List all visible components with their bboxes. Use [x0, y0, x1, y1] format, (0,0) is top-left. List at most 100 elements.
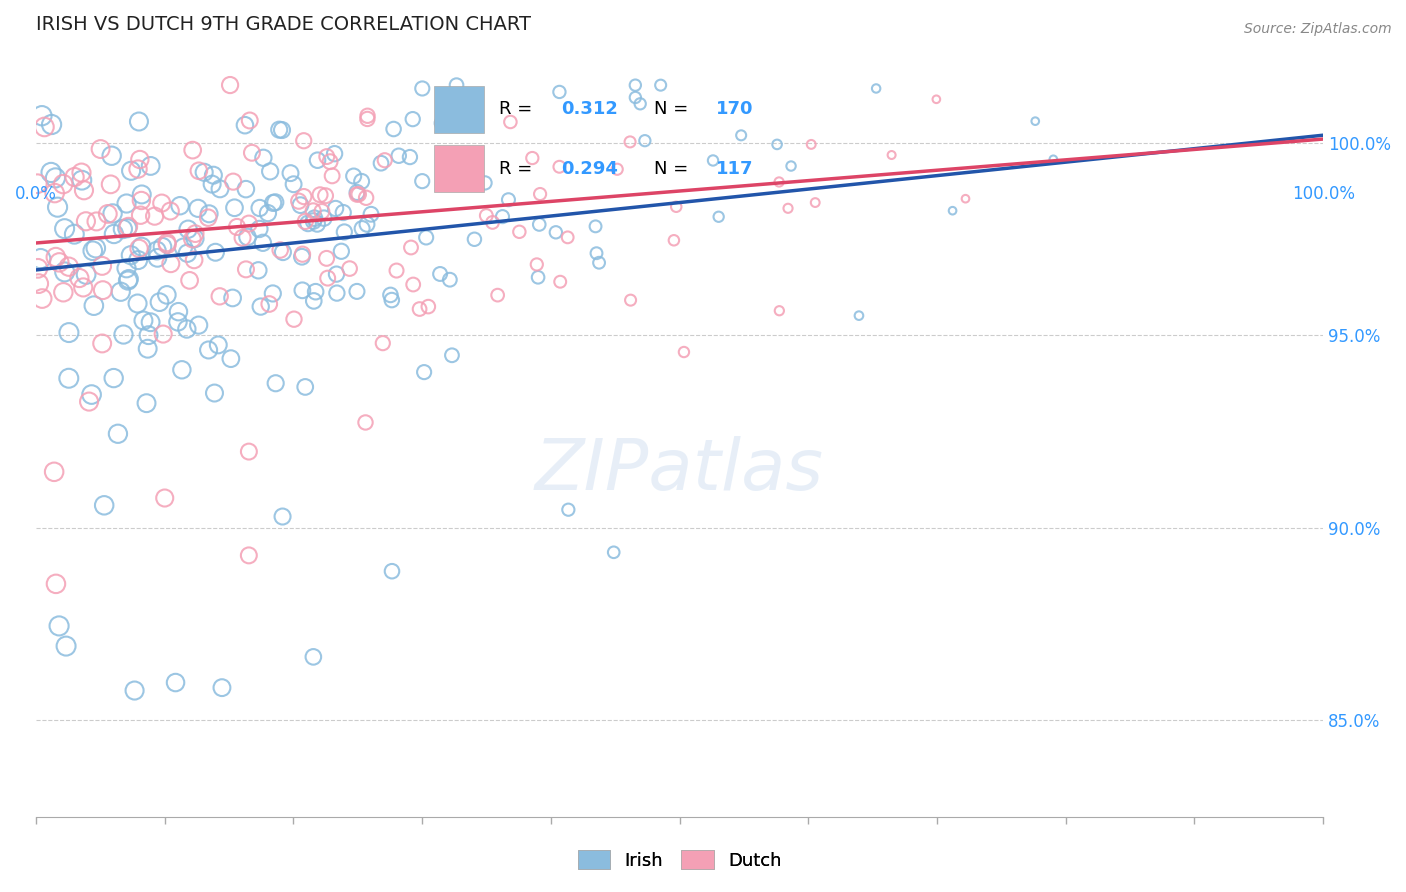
Point: [302, 214, 325, 228]
Point: [557, 502, 579, 516]
Point: [264, 195, 287, 210]
Point: [240, 145, 263, 160]
Point: [672, 345, 695, 359]
Point: [53, 221, 76, 235]
Point: [31, 109, 53, 123]
Point: [86, 214, 108, 228]
Point: [628, 96, 651, 111]
Point: [77, 394, 100, 409]
Point: [152, 327, 174, 342]
Point: [101, 206, 124, 220]
Point: [356, 109, 378, 123]
Point: [45, 577, 67, 591]
Point: [219, 78, 242, 92]
Point: [238, 217, 260, 231]
Point: [156, 237, 179, 252]
Point: [184, 227, 207, 241]
Point: [269, 122, 291, 136]
Point: [346, 186, 368, 200]
Point: [730, 128, 752, 143]
Text: 0.0%: 0.0%: [15, 186, 56, 203]
Point: [304, 285, 326, 299]
Point: [131, 240, 153, 254]
Point: [146, 244, 169, 258]
Point: [602, 545, 624, 559]
Point: [219, 351, 242, 366]
Point: [176, 322, 198, 336]
Point: [269, 243, 291, 257]
Point: [776, 202, 799, 216]
Point: [249, 300, 271, 314]
Point: [624, 90, 647, 104]
Point: [224, 201, 246, 215]
Point: [283, 312, 305, 326]
Point: [129, 208, 152, 222]
Point: [548, 160, 571, 174]
Text: ZIPatlas: ZIPatlas: [536, 435, 824, 505]
Point: [413, 365, 436, 379]
Point: [169, 199, 191, 213]
Point: [27, 261, 49, 276]
Point: [294, 214, 316, 228]
Point: [588, 256, 610, 270]
Point: [439, 273, 461, 287]
Point: [52, 285, 75, 300]
Point: [291, 247, 314, 261]
Point: [184, 231, 207, 245]
Point: [63, 227, 86, 242]
Point: [187, 202, 209, 216]
Point: [48, 255, 70, 269]
Point: [156, 288, 179, 302]
Point: [865, 81, 887, 95]
Point: [239, 113, 262, 128]
Point: [499, 115, 522, 129]
Point: [39, 165, 62, 179]
Point: [58, 326, 80, 340]
Point: [193, 165, 215, 179]
Point: [73, 183, 96, 197]
Point: [374, 153, 396, 168]
Point: [283, 178, 305, 192]
Point: [1042, 153, 1064, 167]
Point: [544, 225, 567, 239]
Point: [127, 253, 149, 268]
Point: [45, 250, 67, 264]
Point: [127, 296, 149, 310]
Point: [91, 336, 114, 351]
Point: [131, 187, 153, 202]
Point: [702, 153, 724, 168]
Point: [120, 163, 142, 178]
Point: [354, 191, 377, 205]
Point: [606, 162, 628, 177]
Point: [187, 163, 209, 178]
Point: [208, 182, 231, 196]
Point: [249, 201, 271, 215]
Point: [418, 300, 440, 314]
Point: [179, 273, 201, 287]
Point: [83, 299, 105, 313]
Point: [153, 491, 176, 505]
Point: [247, 222, 270, 236]
Point: [1024, 114, 1046, 128]
Point: [264, 376, 287, 391]
Point: [97, 207, 120, 221]
Point: [177, 222, 200, 236]
Point: [67, 271, 90, 285]
Point: [44, 186, 66, 200]
Point: [325, 267, 347, 281]
Point: [634, 134, 657, 148]
Point: [650, 78, 672, 92]
Point: [332, 205, 354, 219]
Point: [292, 134, 315, 148]
Point: [84, 241, 107, 255]
Text: 100.0%: 100.0%: [1292, 186, 1354, 203]
Point: [100, 178, 122, 192]
Point: [304, 211, 326, 226]
Point: [354, 416, 377, 430]
Point: [804, 195, 827, 210]
Point: [780, 159, 803, 173]
Point: [124, 683, 146, 698]
Point: [204, 245, 226, 260]
Point: [80, 387, 103, 401]
Point: [181, 232, 204, 246]
